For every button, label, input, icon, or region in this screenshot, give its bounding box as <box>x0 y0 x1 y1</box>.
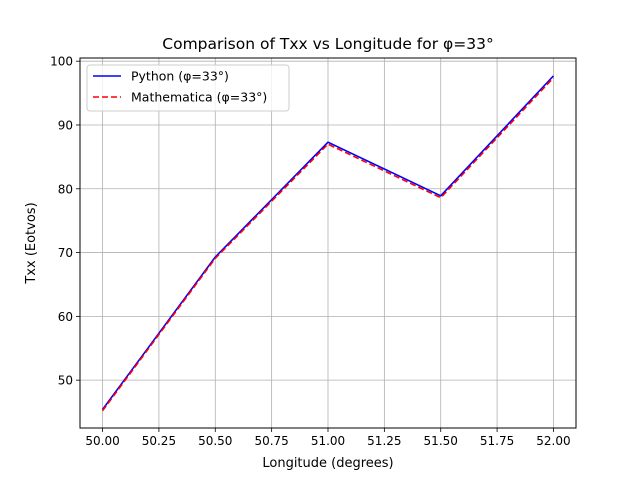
x-tick-label: 51.50 <box>424 434 458 448</box>
y-tick-label: 90 <box>58 118 73 132</box>
y-axis-label: Txx (Eotvos) <box>24 202 39 284</box>
legend-label-mathematica: Mathematica (φ=33°) <box>131 90 267 105</box>
x-axis-label: Longitude (degrees) <box>262 456 393 471</box>
y-axis: 50 60 70 80 90 100 <box>50 55 80 388</box>
series-line-mathematica <box>101 77 555 412</box>
x-tick-label: 50.00 <box>85 434 119 448</box>
y-tick-label: 100 <box>50 55 73 69</box>
x-tick-label: 50.50 <box>198 434 232 448</box>
x-tick-label: 51.75 <box>480 434 514 448</box>
series-layer <box>101 75 555 412</box>
grid <box>80 58 576 428</box>
chart-title: Comparison of Txx vs Longitude for φ=33° <box>162 35 493 53</box>
x-tick-label: 51.00 <box>311 434 345 448</box>
y-tick-label: 60 <box>58 310 73 324</box>
legend-label-python: Python (φ=33°) <box>131 69 229 84</box>
x-tick-label: 50.75 <box>254 434 288 448</box>
legend-box <box>86 64 290 112</box>
y-tick-label: 80 <box>58 182 73 196</box>
y-tick-label: 50 <box>58 374 73 388</box>
x-axis: 50.00 50.25 50.50 50.75 51.00 51.25 51.50 51.75… <box>85 428 571 448</box>
y-tick-label: 70 <box>58 246 73 260</box>
legend: Python (φ=33°) Mathematica (φ=33°) <box>86 64 290 112</box>
x-tick-label: 50.25 <box>142 434 176 448</box>
x-tick-label: 51.25 <box>367 434 401 448</box>
x-tick-label: 52.00 <box>536 434 570 448</box>
